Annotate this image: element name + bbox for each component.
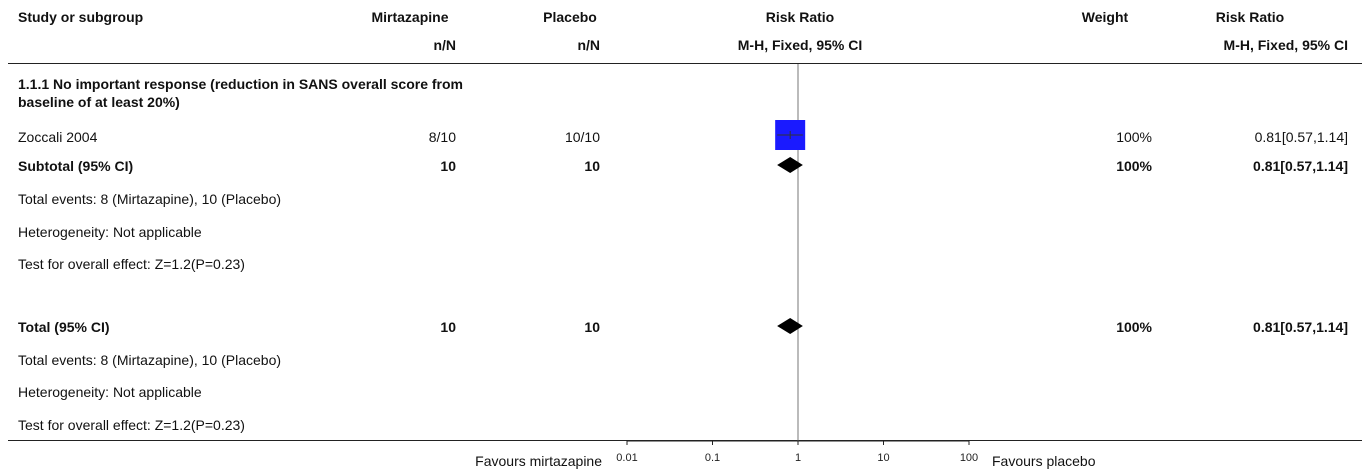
study-name: Zoccali 2004 xyxy=(18,129,98,145)
study-ci: 0.81[0.57,1.14] xyxy=(1254,129,1348,145)
subtotal-label: Subtotal (95% CI) xyxy=(18,158,134,174)
study-group2: 10/10 xyxy=(564,129,600,145)
total-group2: 10 xyxy=(584,319,600,335)
favours-right-label: Favours placebo xyxy=(992,453,1096,469)
total-events: Total events: 8 (Mirtazapine), 10 (Place… xyxy=(18,352,282,368)
header-risk-ratio: Risk Ratio xyxy=(765,9,835,25)
total-weight: 100% xyxy=(1116,319,1152,335)
header-group1: Mirtazapine xyxy=(371,9,449,25)
subgroup-title-line1: 1.1.1 No important response (reduction i… xyxy=(18,76,463,92)
x-axis-tick-label: 0.1 xyxy=(705,452,720,464)
total-ci: 0.81[0.57,1.14] xyxy=(1253,319,1348,335)
header-weight: Weight xyxy=(1081,9,1129,25)
subtotal-ci: 0.81[0.57,1.14] xyxy=(1253,158,1348,174)
x-axis-tick-label: 1 xyxy=(795,452,801,464)
study-group1: 8/10 xyxy=(428,129,456,145)
total-label: Total (95% CI) xyxy=(18,319,110,335)
subgroup-overall-effect: Test for overall effect: Z=1.2(P=0.23) xyxy=(18,256,245,272)
header-risk-ratio-sub: M-H, Fixed, 95% CI xyxy=(737,37,863,53)
favours-left-label: Favours mirtazapine xyxy=(475,453,602,469)
subtotal-group1: 10 xyxy=(440,158,456,174)
header-rule xyxy=(8,63,1362,64)
header-study: Study or subgroup xyxy=(18,9,144,25)
header-group1-sub: n/N xyxy=(433,37,456,53)
total-overall-effect: Test for overall effect: Z=1.2(P=0.23) xyxy=(18,417,245,433)
subgroup-title-line2: baseline of at least 20%) xyxy=(18,94,180,110)
x-axis-tick-label: 0.01 xyxy=(616,452,637,464)
x-axis-tick-label: 100 xyxy=(960,452,978,464)
header-risk-ratio-2: Risk Ratio xyxy=(1215,9,1285,25)
subtotal-group2: 10 xyxy=(584,158,600,174)
subgroup-events: Total events: 8 (Mirtazapine), 10 (Place… xyxy=(18,191,282,207)
subtotal-weight: 100% xyxy=(1116,158,1152,174)
total-diamond xyxy=(777,318,803,334)
header-risk-ratio-2-sub: M-H, Fixed, 95% CI xyxy=(1223,37,1348,53)
total-group1: 10 xyxy=(440,319,456,335)
header-group2: Placebo xyxy=(543,9,597,25)
total-heterogeneity: Heterogeneity: Not applicable xyxy=(18,384,202,400)
x-axis-tick-label: 10 xyxy=(877,452,889,464)
header-group2-sub: n/N xyxy=(577,37,600,53)
subtotal-diamond xyxy=(777,157,803,173)
study-weight: 100% xyxy=(1116,129,1152,145)
subgroup-heterogeneity: Heterogeneity: Not applicable xyxy=(18,224,202,240)
